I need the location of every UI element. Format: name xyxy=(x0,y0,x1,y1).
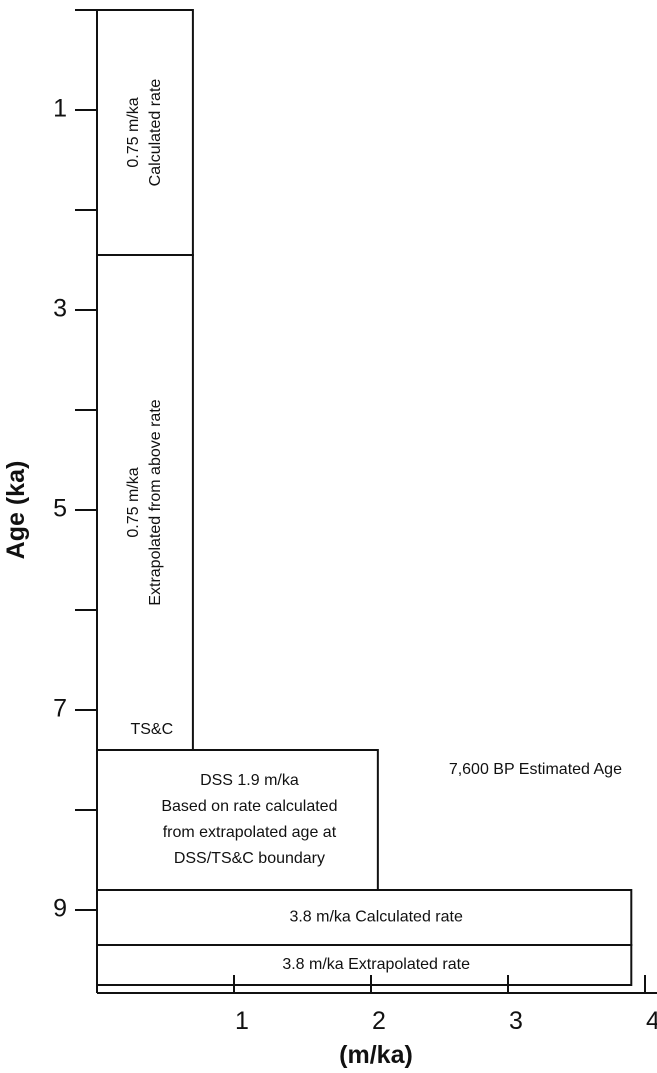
annotation-0: TS&C xyxy=(130,721,173,738)
bar-label-dss-2: from extrapolated age at xyxy=(163,824,337,841)
bar-label-calc-upper-1: Calculated rate xyxy=(147,79,164,187)
bar-extrap-lower: 3.8 m/ka Extrapolated rate xyxy=(96,944,633,986)
bar-rect-dss xyxy=(96,749,379,891)
bar-label-extrap-lower-0: 3.8 m/ka Extrapolated rate xyxy=(282,956,470,973)
bar-label-dss-1: Based on rate calculated xyxy=(161,798,337,815)
bar-label-extrap-upper-0: 0.75 m/ka xyxy=(125,467,142,537)
bar-label-extrap-upper-1: Extrapolated from above rate xyxy=(147,399,164,605)
bar-rect-extrap-lower xyxy=(96,944,633,986)
y-tick-label-3: 3 xyxy=(53,295,67,323)
bar-rect-extrap-upper xyxy=(96,254,194,751)
y-tick-label-7: 7 xyxy=(53,695,67,723)
bar-label-dss-3: DSS/TS&C boundary xyxy=(174,850,325,867)
bar-rect-calc-upper xyxy=(96,9,194,256)
bar-extrap-upper: 0.75 m/ka Extrapolated from above rate xyxy=(96,254,194,751)
bar-label-calc-lower-0: 3.8 m/ka Calculated rate xyxy=(289,909,463,926)
x-tick-label-4: 4 xyxy=(646,1007,657,1035)
rate-bars: 0.75 m/ka Calculated rate 0.75 m/ka Extrapo… xyxy=(96,9,633,986)
annotations: TS&C 7,600 BP Estimated Age xyxy=(130,721,622,778)
y-axis-title: Age (ka) xyxy=(2,461,30,560)
x-tick-label-2: 2 xyxy=(372,1007,386,1035)
bar-calc-upper: 0.75 m/ka Calculated rate xyxy=(96,9,194,256)
y-tick-label-1: 1 xyxy=(53,95,67,123)
bar-rect-calc-lower xyxy=(96,889,633,946)
x-tick-label-3: 3 xyxy=(509,1007,523,1035)
y-tick-label-5: 5 xyxy=(53,495,67,523)
bar-label-dss-0: DSS 1.9 m/ka xyxy=(200,772,299,789)
x-tick-label-1: 1 xyxy=(235,1007,249,1035)
annotation-1: 7,600 BP Estimated Age xyxy=(449,761,622,778)
x-axis-title: (m/ka) xyxy=(339,1041,413,1069)
bar-label-calc-upper-0: 0.75 m/ka xyxy=(125,97,142,167)
y-tick-label-9: 9 xyxy=(53,895,67,923)
bar-calc-lower: 3.8 m/ka Calculated rate xyxy=(96,889,633,946)
axis-ticks: 1 3 5 7 9 1 2 3 4 xyxy=(53,9,657,1035)
bar-dss: DSS 1.9 m/ka Based on rate calculated from… xyxy=(96,749,379,891)
